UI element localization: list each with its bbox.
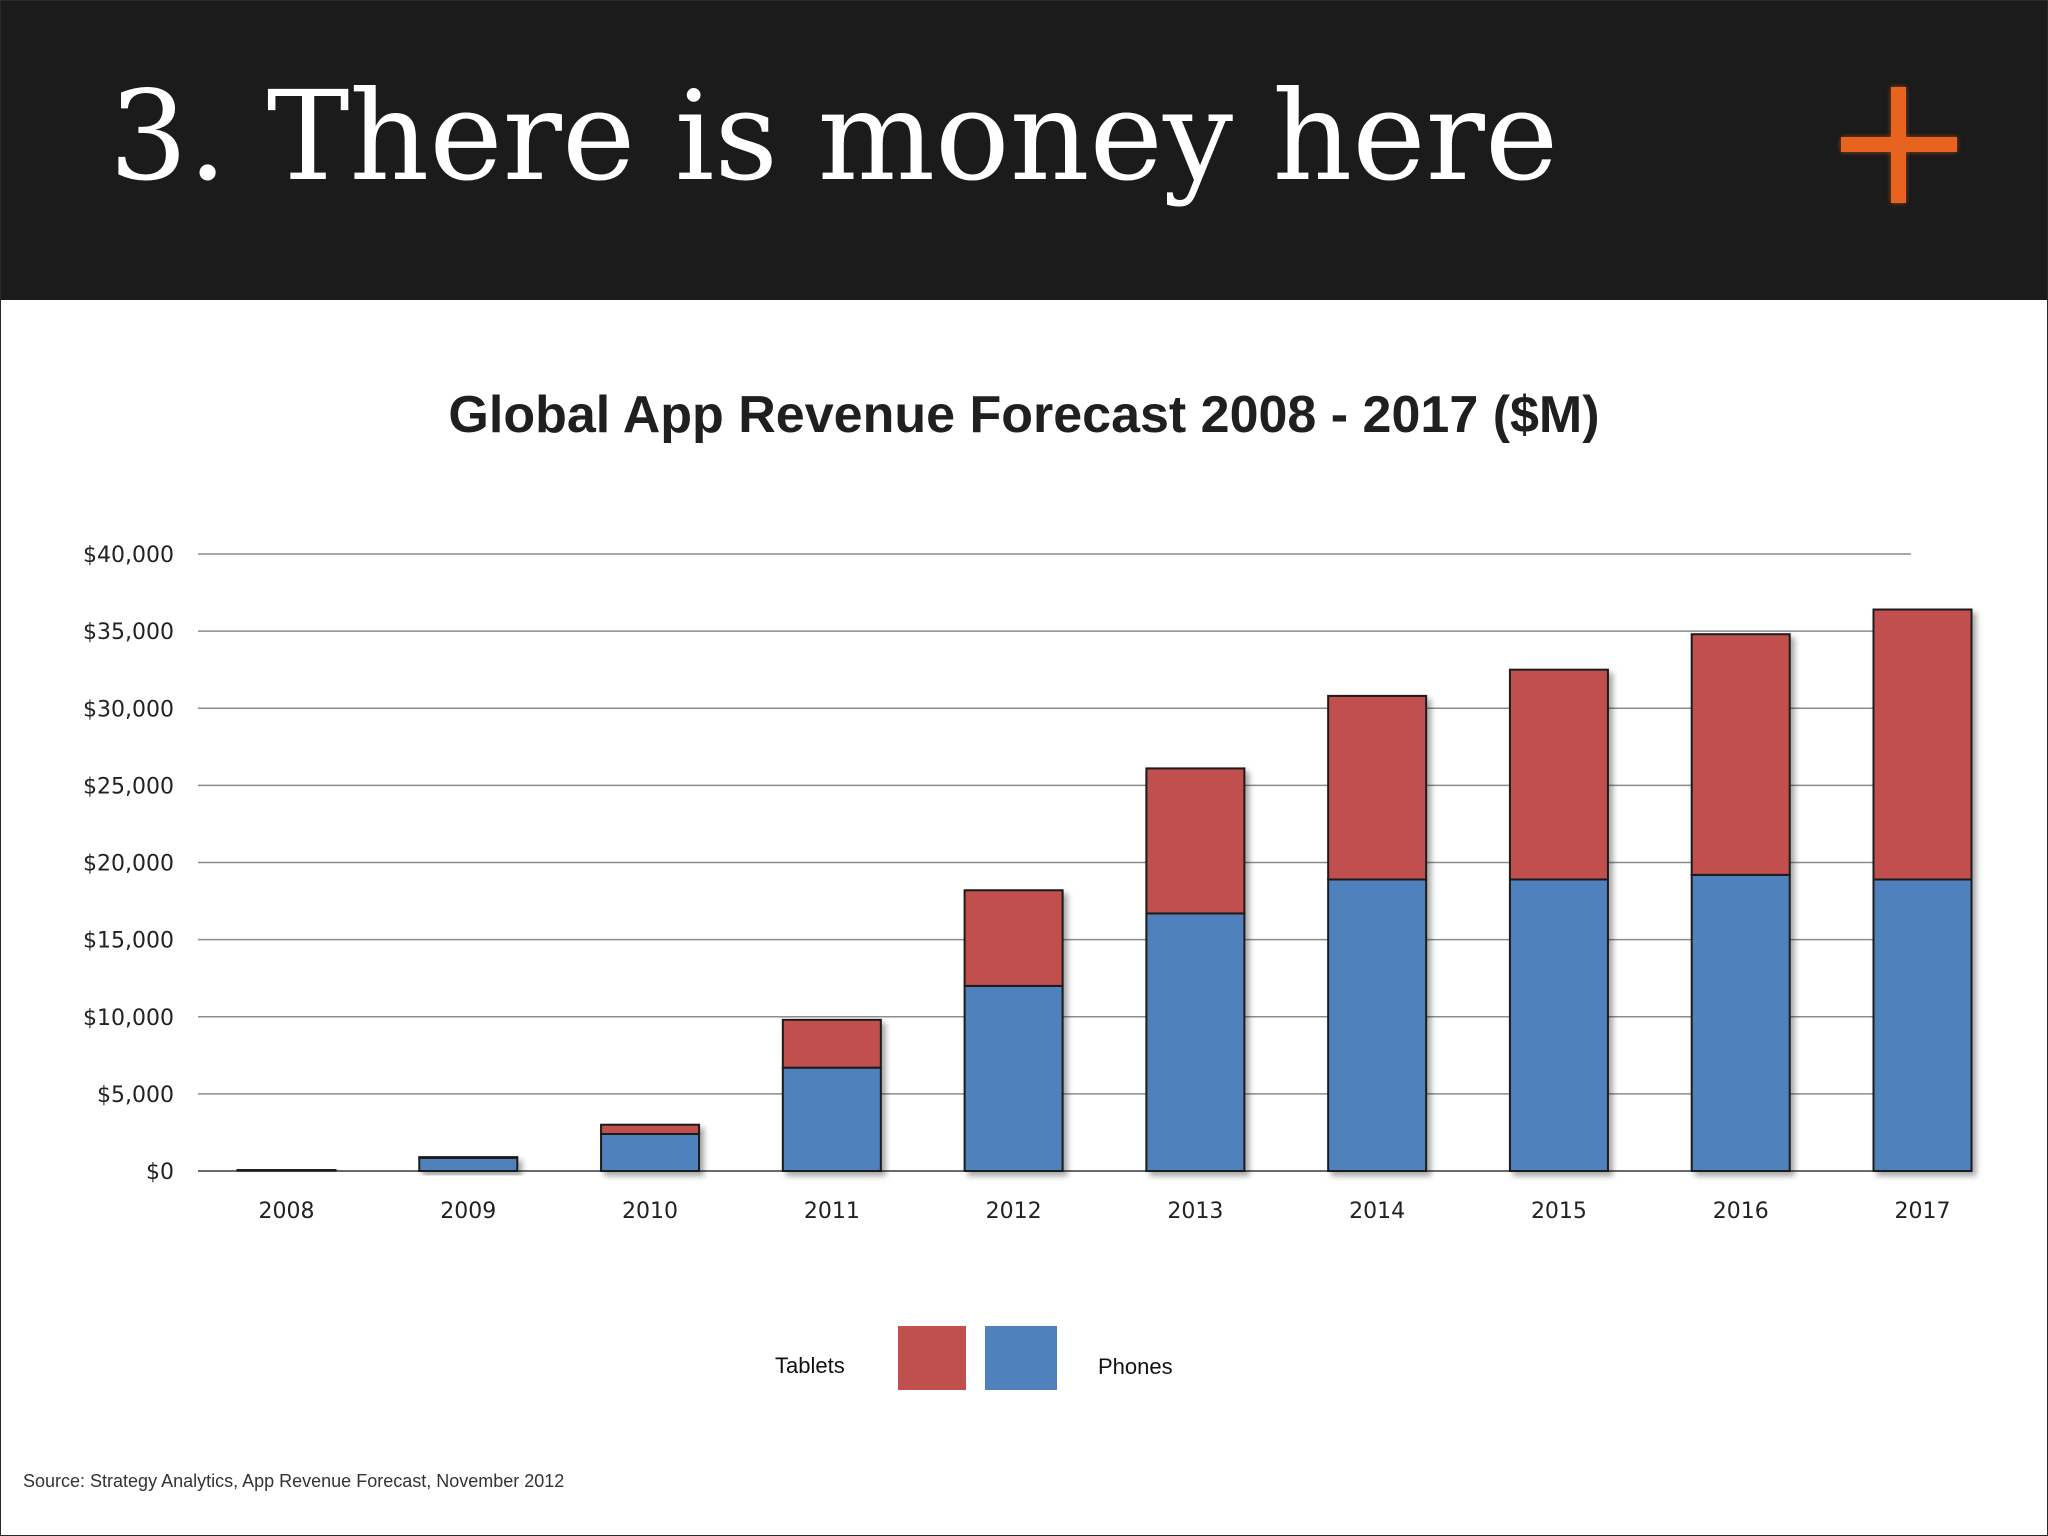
x-tick-label: 2015 xyxy=(1531,1199,1587,1224)
x-tick-label: 2013 xyxy=(1167,1199,1223,1224)
bar-stack-2016 xyxy=(1690,633,1791,1172)
bar-tablets-2009 xyxy=(418,1156,519,1159)
bar-stack-2017 xyxy=(1872,608,1973,1172)
bar-phones-2013 xyxy=(1145,912,1246,1172)
slide-title: 3. There is money here xyxy=(109,65,1559,209)
bars xyxy=(236,608,1973,1173)
y-tick-label: $10,000 xyxy=(83,1006,174,1031)
y-tick-label: $30,000 xyxy=(83,697,174,722)
bar-phones-2014 xyxy=(1327,878,1428,1172)
x-tick-label: 2008 xyxy=(259,1199,315,1224)
y-tick-label: $20,000 xyxy=(83,852,174,877)
bar-stack-2008 xyxy=(236,1168,337,1173)
bar-tablets-2017 xyxy=(1872,608,1973,881)
x-tick-label: 2010 xyxy=(622,1199,678,1224)
bar-stack-2014 xyxy=(1327,694,1428,1172)
plus-icon-vertical xyxy=(1891,87,1906,203)
bar-phones-2015 xyxy=(1508,878,1609,1172)
y-tick-label: $40,000 xyxy=(83,543,174,568)
bar-phones-2011 xyxy=(781,1066,882,1173)
bar-phones-2008 xyxy=(236,1168,337,1173)
x-axis-ticks: 2008 2009 2010 2011 2012 2013 2014 2015 2016 2017 xyxy=(259,1199,1951,1224)
bar-tablets-2010 xyxy=(600,1123,701,1135)
x-tick-label: 2011 xyxy=(804,1199,860,1224)
x-tick-label: 2014 xyxy=(1349,1199,1405,1224)
x-tick-label: 2009 xyxy=(440,1199,496,1224)
bar-tablets-2016 xyxy=(1690,633,1791,876)
legend-swatch-tablets xyxy=(898,1326,966,1390)
legend-label-phones: Phones xyxy=(1098,1354,1173,1379)
slide-header: 3. There is money here xyxy=(1,1,2047,300)
bar-stack-2011 xyxy=(781,1018,882,1173)
y-tick-label: $15,000 xyxy=(83,929,174,954)
y-tick-label: $5,000 xyxy=(97,1083,174,1108)
legend-swatch-phones xyxy=(985,1326,1057,1390)
bar-tablets-2014 xyxy=(1327,694,1428,881)
source-note: Source: Strategy Analytics, App Revenue … xyxy=(23,1471,565,1491)
x-tick-label: 2016 xyxy=(1713,1199,1769,1224)
plus-icon xyxy=(1841,87,1957,203)
bar-phones-2017 xyxy=(1872,878,1973,1172)
x-tick-label: 2017 xyxy=(1895,1199,1951,1224)
y-axis-ticks: $0 $5,000 $10,000 $15,000 $20,000 $25,000 $30,… xyxy=(83,543,174,1185)
bar-phones-2016 xyxy=(1690,873,1791,1172)
bar-stack-2010 xyxy=(600,1123,701,1172)
bar-stack-2009 xyxy=(418,1156,519,1172)
bar-tablets-2013 xyxy=(1145,767,1246,915)
bar-stack-2015 xyxy=(1508,668,1609,1172)
y-tick-label: $0 xyxy=(146,1160,174,1185)
chart-title: Global App Revenue Forecast 2008 - 2017 … xyxy=(448,386,1600,444)
bar-phones-2012 xyxy=(963,984,1064,1172)
bar-tablets-2015 xyxy=(1508,668,1609,881)
bar-tablets-2011 xyxy=(781,1018,882,1069)
legend-label-tablets: Tablets xyxy=(775,1353,845,1378)
chart: $0 $5,000 $10,000 $15,000 $20,000 $25,000 $30,… xyxy=(83,543,1973,1224)
bar-phones-2009 xyxy=(418,1156,519,1172)
x-tick-label: 2012 xyxy=(986,1199,1042,1224)
y-tick-label: $25,000 xyxy=(83,774,174,799)
y-tick-label: $35,000 xyxy=(83,620,174,645)
bar-stack-2012 xyxy=(963,889,1064,1172)
bar-tablets-2012 xyxy=(963,889,1064,987)
bar-phones-2010 xyxy=(600,1132,701,1172)
bar-stack-2013 xyxy=(1145,767,1246,1172)
